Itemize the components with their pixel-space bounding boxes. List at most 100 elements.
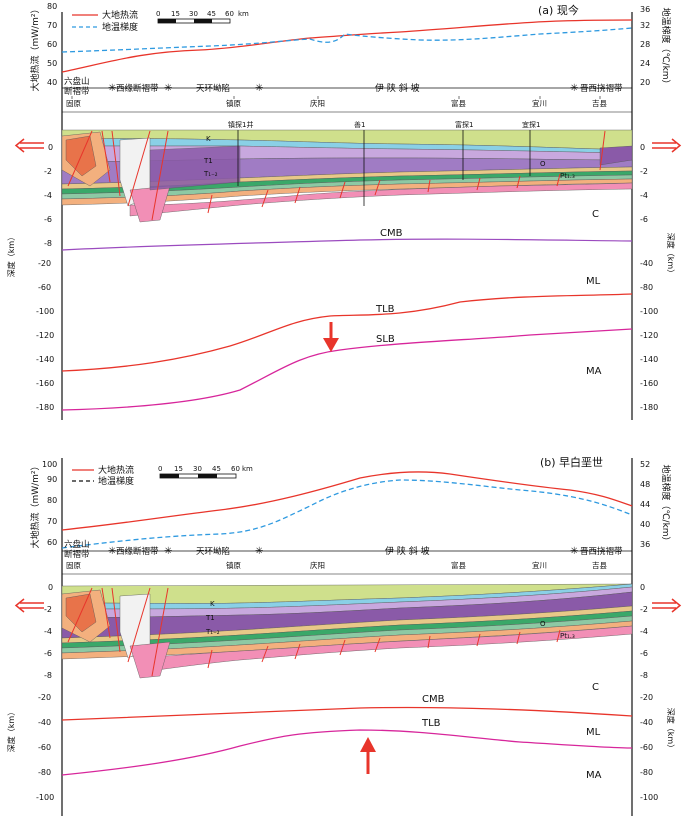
tick-label: -2	[640, 167, 648, 176]
tick-label: -160	[640, 379, 658, 388]
cmb-line-a	[61, 238, 633, 251]
unit-jinxi: 晋西挠褶带	[580, 546, 623, 557]
scale-tick: 45	[207, 10, 216, 18]
place-name: 宜川	[532, 560, 547, 570]
tick-label: -60	[38, 743, 51, 752]
tick-label: 90	[47, 475, 57, 484]
scale-tick: 15	[171, 10, 180, 18]
well-label: 富探1	[455, 120, 473, 129]
tick-label: -8	[640, 671, 648, 680]
scale-unit: km	[242, 465, 253, 473]
place-name: 固原	[66, 99, 81, 108]
tlb-label-b: TLB	[421, 718, 441, 729]
unit-liupanshan: 六盘山断褶带	[64, 76, 90, 97]
fault-symbol: ✳	[108, 83, 116, 94]
left-top-ticks-b: 60 70 80 90 100	[42, 460, 57, 547]
layer-label-ma: MA	[586, 770, 602, 781]
tick-label: 70	[47, 21, 57, 30]
tlb-line-b	[61, 729, 633, 776]
tick-label: -8	[44, 239, 52, 248]
tick-label: -4	[640, 627, 648, 636]
tick-label: -8	[44, 671, 52, 680]
geothermal-gradient-curve-a	[61, 27, 633, 53]
left-axis-title: 大地热流（mW/m²）	[29, 461, 41, 548]
tick-label: -20	[38, 259, 51, 268]
tick-label: 0	[640, 143, 645, 152]
scale-tick: 30	[193, 465, 202, 473]
legend-grad-label: 地温梯度	[98, 475, 134, 487]
cmb-label-a: CMB	[380, 228, 403, 239]
tick-label: -100	[640, 307, 658, 316]
tick-label: 32	[640, 21, 650, 30]
tick-label: -40	[640, 718, 653, 727]
tick-label: -80	[640, 768, 653, 777]
cmb-label-b: CMB	[422, 694, 445, 705]
scale-tick: 15	[174, 465, 183, 473]
well-label: 善1	[354, 120, 365, 129]
unit-west-margin: 西缘断褶带	[116, 83, 159, 94]
tick-label: 0	[48, 143, 53, 152]
scale-unit: km	[238, 10, 249, 18]
scale-tick: 45	[212, 465, 221, 473]
tick-label: -140	[640, 355, 658, 364]
place-name: 富县	[451, 560, 466, 570]
scale-tick: 0	[158, 465, 162, 473]
unit-jinxi: 晋西挠褶带	[580, 83, 623, 94]
strata-label: T₁₋₂	[205, 628, 220, 636]
tlb-line-a	[61, 293, 633, 372]
depth-axis-title: 深度（km）	[6, 708, 16, 752]
tlb-label-a: TLB	[375, 304, 395, 315]
tick-label: -180	[36, 403, 54, 412]
fault-symbol: ✳	[255, 83, 263, 94]
tick-label: -6	[640, 215, 648, 224]
tick-label: 24	[640, 59, 650, 68]
layer-label-crust: C	[592, 682, 599, 693]
fault-symbol: ✳	[570, 546, 578, 557]
strata-label: Pt₁.₃	[560, 632, 575, 640]
tick-label: -4	[640, 191, 648, 200]
tick-label: -60	[640, 743, 653, 752]
right-axis-title: 地温梯度（℃/km）	[660, 464, 672, 545]
strata-label: T1	[203, 157, 213, 165]
tick-label: -100	[640, 793, 658, 802]
strata-label: O	[540, 160, 546, 168]
wells-a	[237, 130, 531, 206]
scale-bar-a: 0 15 30 45 60 km	[156, 10, 249, 24]
tick-label: 40	[640, 520, 650, 529]
layer-label-crust: C	[592, 209, 599, 220]
places-b: 固原 镇原 庆阳 富县 宜川 吉县	[66, 560, 607, 570]
geologic-section-a	[61, 129, 633, 223]
extension-arrow-right-b	[652, 598, 682, 613]
tick-label: 52	[640, 460, 650, 469]
well-labels-a: 镇探1井 善1 富探1 宜探1	[228, 120, 540, 129]
tick-label: 28	[640, 40, 650, 49]
legend-grad-label: 地温梯度	[102, 21, 138, 33]
left-top-ticks-a: 40 50 60 70 80	[47, 2, 57, 87]
scale-bar-b: 0 15 30 45 60 km	[158, 465, 253, 479]
fault-symbol: ✳	[108, 546, 116, 557]
downward-arrow-a	[323, 322, 339, 352]
cmb-line-b	[61, 706, 633, 721]
panel-title-a: (a) 现今	[538, 3, 579, 17]
tick-label: -2	[640, 605, 648, 614]
place-name: 庆阳	[310, 98, 325, 108]
tick-label: -80	[640, 283, 653, 292]
tick-label: -120	[640, 331, 658, 340]
tick-label: -6	[44, 215, 52, 224]
extension-arrow-right-a	[652, 138, 682, 153]
depth-ticks-right-b: 0 -2 -4 -6 -8 -20 -40 -60 -80 -100	[640, 583, 658, 802]
layer-label-ml: ML	[586, 276, 601, 287]
unit-yishan: 伊 陕 斜 坡	[375, 82, 420, 94]
tick-label: 80	[47, 496, 57, 505]
tick-label: 60	[47, 40, 57, 49]
fault-symbol: ✳	[570, 83, 578, 94]
strata-labels-a: K T1 T₁₋₂ O Pt₁.₃	[203, 135, 575, 180]
tick-label: 0	[640, 583, 645, 592]
tick-label: 36	[640, 5, 650, 14]
right-top-ticks-b: 36 40 44 48 52	[640, 460, 650, 549]
place-name: 固原	[66, 561, 81, 570]
place-name: 镇原	[226, 98, 241, 108]
tick-label: 0	[48, 583, 53, 592]
tick-label: -180	[640, 403, 658, 412]
